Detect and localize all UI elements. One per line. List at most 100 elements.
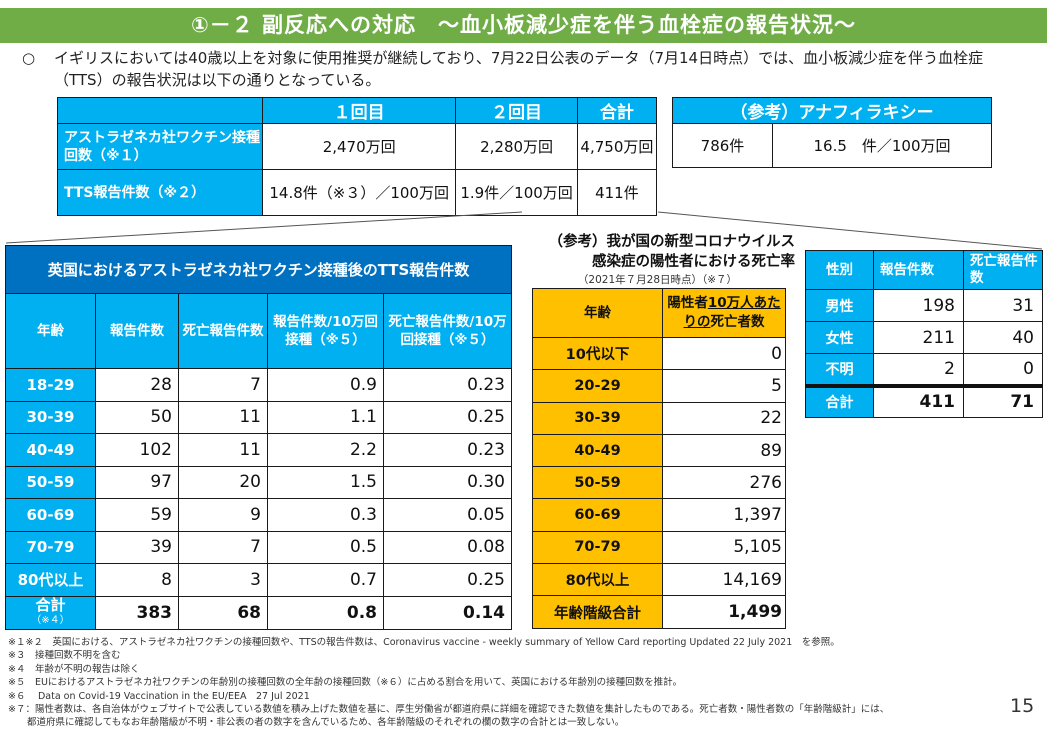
uk-reports-rate: 0.9	[267, 368, 384, 402]
uk-reports: 59	[95, 498, 179, 532]
uk-age: 70-79	[5, 530, 96, 564]
uk-deaths: 7	[178, 530, 268, 564]
uk-total-label: 合計 （※４）	[5, 595, 96, 630]
sex-reports: 198	[873, 289, 964, 322]
uk-reports-rate: 0.7	[267, 563, 384, 597]
footnote: 都道府県に確認してもなお年齢階級が不明・非公表の者の数字を含んでいるため、各年齢…	[27, 717, 625, 729]
footnote: ※４ 年齢が不明の報告は除く	[8, 663, 140, 675]
table-row: 80代以上 8 3 0.7 0.25	[5, 563, 512, 597]
footnotes: ※１※２ 英国における、アストラゼネカ社ワクチンの接種回数や、TTSの報告件数は…	[8, 636, 1018, 730]
page-title-banner: ①－２ 副反応への対応 ～血小板減少症を伴う血栓症の報告状況～	[0, 8, 1047, 43]
uk-deaths-rate: 0.25	[383, 563, 512, 597]
callout-line-left	[5, 211, 523, 244]
table-row: 60-69 59 9 0.3 0.05	[5, 498, 512, 532]
uk-reports: 102	[95, 433, 179, 467]
jp-age: 30-39	[532, 401, 663, 435]
uk-age: 30-39	[5, 400, 96, 434]
uk-reports-rate: 1.5	[267, 465, 384, 499]
doses-total: 4,750万回	[576, 123, 658, 170]
jp-value: 22	[662, 401, 786, 435]
table-row: アストラゼネカ社ワクチン接種回数（※１） 2,470万回 2,280万回 4,7…	[57, 123, 658, 170]
table-row: 70-79 5,105	[532, 530, 786, 565]
footnote: ※７：陽性者数は、各自治体がウェブサイトで公表している数値を積み上げた数値を基に…	[8, 704, 890, 716]
uk-deaths: 3	[178, 563, 268, 597]
jp-title-line2: 感染症の陽性者における死亡率	[592, 254, 795, 270]
jp-value: 276	[662, 466, 786, 500]
sex-label: 不明	[805, 353, 874, 386]
sex-deaths: 0	[963, 353, 1043, 386]
table-row: 80代以上 14,169	[532, 563, 786, 597]
table-row: 不明 2 0	[805, 353, 1043, 386]
uk-age: 40-49	[5, 433, 96, 467]
uk-deaths: 7	[178, 368, 268, 402]
table-row: 40-49 102 11 2.2 0.23	[5, 433, 512, 467]
vaccination-summary-table: １回目 ２回目 合計 アストラゼネカ社ワクチン接種回数（※１） 2,470万回 …	[57, 97, 658, 216]
doses-dose2: 2,280万回	[455, 123, 578, 170]
uk-header-reports: 報告件数	[95, 293, 179, 369]
uk-header-reports-rate: 報告件数/10万回接種（※５）	[267, 293, 384, 369]
table-row: 40-49 89	[532, 433, 786, 468]
sex-deaths: 40	[963, 321, 1043, 354]
anaphylaxis-header: （参考）アナフィラキシー	[672, 97, 992, 124]
jp-age: 10代以下	[532, 336, 663, 371]
jp-title-line1: （参考）我が国の新型コロナウイルス	[548, 234, 796, 250]
anaphylaxis-count: 786件	[672, 123, 773, 168]
anaphylaxis-rate: 16.5 件／100万回	[772, 123, 992, 168]
uk-deaths-rate: 0.25	[383, 400, 512, 434]
uk-reports-rate: 0.3	[267, 498, 384, 532]
footnote: ※１※２ 英国における、アストラゼネカ社ワクチンの接種回数や、TTSの報告件数は…	[8, 637, 840, 648]
jp-age: 60-69	[532, 498, 663, 532]
header-total: 合計	[576, 97, 658, 124]
table-header-row: 性別 報告件数 死亡報告件数	[805, 250, 1043, 290]
sex-label: 女性	[805, 321, 874, 354]
footnote: ※５ EUにおけるアストラゼネカ社ワクチンの年齢別の接種回数の全年齢の接種回数（…	[8, 677, 683, 689]
jp-value: 89	[662, 433, 786, 468]
anaphylaxis-table: （参考）アナフィラキシー 786件 16.5 件／100万回	[672, 97, 992, 168]
uk-header-deaths: 死亡報告件数	[178, 293, 268, 369]
uk-deaths-rate: 0.23	[383, 368, 512, 402]
tts-dose2: 1.9件／100万回	[455, 169, 578, 216]
jp-value: 0	[662, 336, 786, 371]
doses-dose1: 2,470万回	[261, 123, 457, 170]
jp-total-row: 年齢階級合計 1,499	[532, 595, 786, 629]
uk-deaths-rate: 0.30	[383, 465, 512, 499]
sex-total-deaths: 71	[963, 383, 1043, 418]
table-row: 60-69 1,397	[532, 498, 786, 532]
sex-breakdown-table: 性別 報告件数 死亡報告件数 男性 198 31 女性 211 40 不明 2 0 合計 411…	[805, 250, 1043, 418]
table-row: 18-29 28 7 0.9 0.23	[5, 368, 512, 402]
table-row: 10代以下 0	[532, 336, 786, 371]
uk-table-title: 英国におけるアストラゼネカ社ワクチン接種後のTTS報告件数	[5, 245, 512, 294]
uk-reports: 39	[95, 530, 179, 564]
jp-header-age: 年齢	[532, 288, 663, 338]
jp-age: 50-59	[532, 466, 663, 500]
header-dose1: １回目	[261, 97, 457, 124]
jp-header-rate: 陽性者10万人あたりの死亡者数	[662, 288, 786, 338]
table-row: 50-59 97 20 1.5 0.30	[5, 465, 512, 499]
uk-age: 50-59	[5, 465, 96, 499]
jp-mortality-table: 年齢 陽性者10万人あたりの死亡者数 10代以下 0 20-29 5 30-39 22 40…	[532, 288, 786, 629]
jp-value: 1,397	[662, 498, 786, 532]
uk-reports-rate: 1.1	[267, 400, 384, 434]
sex-total-label: 合計	[805, 383, 874, 418]
tts-total: 411件	[576, 169, 658, 216]
uk-deaths-rate: 0.05	[383, 498, 512, 532]
table-header-row: 年齢 陽性者10万人あたりの死亡者数	[532, 288, 786, 338]
uk-age: 60-69	[5, 498, 96, 532]
sex-header-reports: 報告件数	[873, 250, 964, 290]
jp-age: 80代以上	[532, 563, 663, 597]
table-row: 女性 211 40	[805, 321, 1043, 354]
sex-total-row: 合計 411 71	[805, 383, 1043, 418]
page-title: ①－２ 副反応への対応 ～血小板減少症を伴う血栓症の報告状況～	[190, 13, 857, 37]
bullet-icon: ○	[22, 49, 36, 67]
uk-total-reports-rate: 0.8	[267, 595, 384, 630]
jp-table-title: （参考）我が国の新型コロナウイルス 感染症の陽性者における死亡率	[520, 232, 796, 272]
uk-deaths-rate: 0.08	[383, 530, 512, 564]
uk-reports: 97	[95, 465, 179, 499]
table-row: 30-39 22	[532, 401, 786, 435]
uk-deaths: 20	[178, 465, 268, 499]
table-row: 20-29 5	[532, 369, 786, 403]
jp-age: 20-29	[532, 369, 663, 403]
sex-total-reports: 411	[873, 383, 964, 418]
uk-total-reports: 383	[95, 595, 179, 630]
uk-deaths: 11	[178, 400, 268, 434]
